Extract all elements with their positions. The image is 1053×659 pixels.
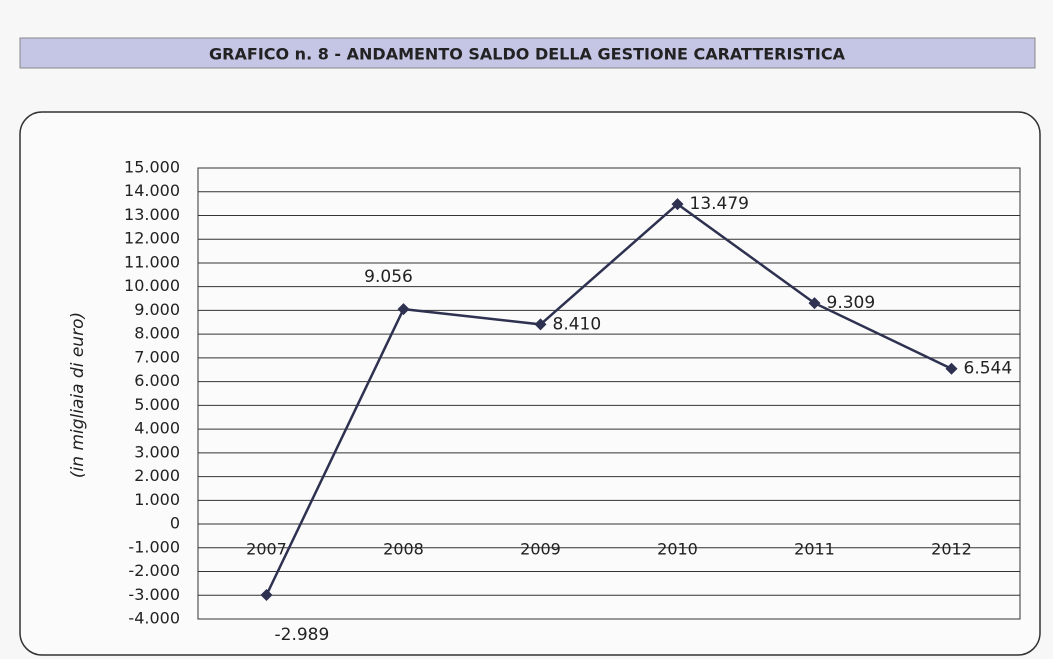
y-tick-label: 12.000 — [124, 229, 180, 248]
y-tick-label: 0 — [170, 514, 180, 533]
y-tick-label: -4.000 — [128, 609, 180, 628]
y-tick-label: 8.000 — [134, 324, 180, 343]
marker — [671, 198, 684, 211]
x-tick-label: 2009 — [520, 540, 561, 559]
marker — [397, 303, 410, 316]
chart-frame — [19, 111, 1041, 656]
y-tick-label: 15.000 — [124, 158, 180, 177]
y-tick-label: 2.000 — [134, 466, 180, 485]
data-label: 13.479 — [690, 194, 749, 214]
x-tick-label: 2008 — [383, 540, 424, 559]
y-tick-label: 4.000 — [134, 419, 180, 438]
data-label: -2.989 — [275, 625, 330, 645]
y-tick-label: 7.000 — [134, 347, 180, 366]
y-tick-label: 11.000 — [124, 252, 180, 271]
data-label: 9.056 — [364, 267, 413, 287]
y-tick-label: 13.000 — [124, 205, 180, 224]
marker — [534, 318, 547, 331]
y-tick-label: -2.000 — [128, 561, 180, 580]
y-tick-label: 6.000 — [134, 371, 180, 390]
y-tick-label: -1.000 — [128, 537, 180, 556]
y-tick-label: 14.000 — [124, 181, 180, 200]
data-label: 6.544 — [964, 359, 1013, 379]
marker — [260, 589, 273, 602]
chart-title: GRAFICO n. 8 - ANDAMENTO SALDO DELLA GES… — [209, 45, 846, 64]
data-label: 9.309 — [827, 293, 876, 313]
line — [265, 202, 953, 596]
title-bar — [19, 37, 1036, 69]
x-tick-label: 2010 — [657, 540, 698, 559]
y-tick-label: 1.000 — [134, 490, 180, 509]
x-tick-label: 2012 — [931, 540, 972, 559]
y-tick-label: 5.000 — [134, 395, 180, 414]
x-tick-label: 2011 — [794, 540, 835, 559]
marker — [945, 362, 958, 375]
y-tick-label: 10.000 — [124, 276, 180, 295]
data-label: 8.410 — [553, 314, 602, 334]
y-tick-label: 9.000 — [134, 300, 180, 319]
y-tick-label: -3.000 — [128, 585, 180, 604]
x-tick-label: 2007 — [246, 540, 287, 559]
marker — [808, 297, 821, 310]
y-axis-label: (in migliaia di euro) — [68, 312, 88, 478]
y-tick-label: 3.000 — [134, 442, 180, 461]
